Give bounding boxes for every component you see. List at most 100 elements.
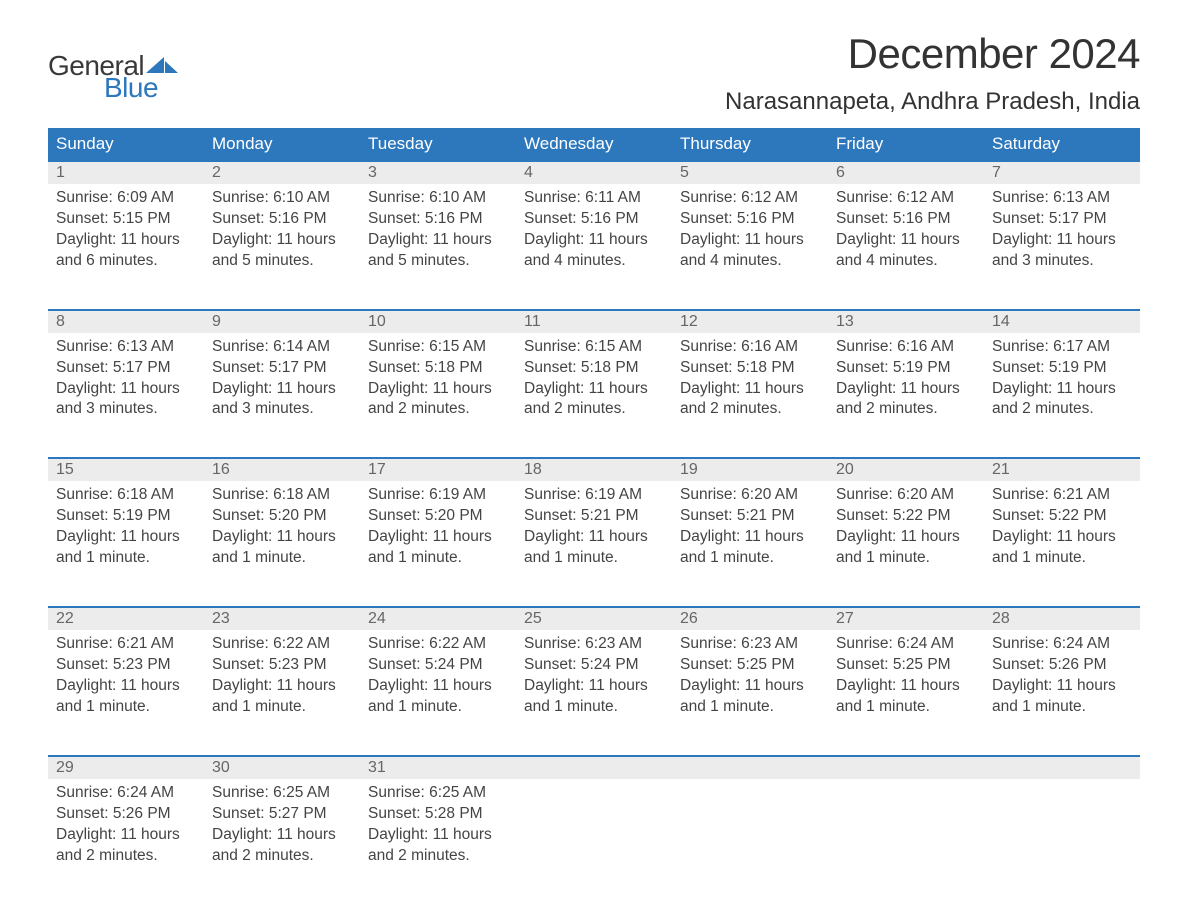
daylight-text: Daylight: 11 hours	[368, 379, 508, 400]
daylight-text2: and 4 minutes.	[680, 251, 820, 272]
col-thursday: Thursday	[672, 128, 828, 161]
day-number: 3	[360, 161, 516, 184]
daylight-text2: and 5 minutes.	[368, 251, 508, 272]
daylight-text2: and 1 minute.	[524, 697, 664, 718]
daylight-text: Daylight: 11 hours	[212, 379, 352, 400]
sunrise-text: Sunrise: 6:11 AM	[524, 188, 664, 209]
day-number: 18	[516, 458, 672, 481]
sunrise-text: Sunrise: 6:22 AM	[212, 634, 352, 655]
day-number-row: 1234567	[48, 161, 1140, 184]
sunset-text: Sunset: 5:23 PM	[212, 655, 352, 676]
daylight-text: Daylight: 11 hours	[524, 676, 664, 697]
day-number-row: 293031	[48, 756, 1140, 779]
sunrise-text: Sunrise: 6:10 AM	[212, 188, 352, 209]
day-number: 24	[360, 607, 516, 630]
day-number: 15	[48, 458, 204, 481]
daylight-text: Daylight: 11 hours	[212, 825, 352, 846]
sunset-text: Sunset: 5:28 PM	[368, 804, 508, 825]
day-number	[984, 756, 1140, 779]
day-cell: Sunrise: 6:15 AMSunset: 5:18 PMDaylight:…	[360, 333, 516, 441]
daylight-text: Daylight: 11 hours	[992, 676, 1132, 697]
daylight-text: Daylight: 11 hours	[992, 379, 1132, 400]
day-number: 10	[360, 310, 516, 333]
page-title: December 2024	[725, 30, 1140, 78]
day-number: 4	[516, 161, 672, 184]
daylight-text: Daylight: 11 hours	[836, 230, 976, 251]
daylight-text: Daylight: 11 hours	[368, 825, 508, 846]
sunrise-text: Sunrise: 6:21 AM	[56, 634, 196, 655]
daylight-text2: and 3 minutes.	[212, 399, 352, 420]
day-cell: Sunrise: 6:24 AMSunset: 5:25 PMDaylight:…	[828, 630, 984, 738]
daylight-text2: and 4 minutes.	[836, 251, 976, 272]
daylight-text: Daylight: 11 hours	[212, 676, 352, 697]
day-cell: Sunrise: 6:09 AMSunset: 5:15 PMDaylight:…	[48, 184, 204, 292]
sunset-text: Sunset: 5:21 PM	[524, 506, 664, 527]
day-cell: Sunrise: 6:23 AMSunset: 5:24 PMDaylight:…	[516, 630, 672, 738]
daylight-text: Daylight: 11 hours	[680, 527, 820, 548]
day-number: 29	[48, 756, 204, 779]
daylight-text: Daylight: 11 hours	[524, 379, 664, 400]
daylight-text: Daylight: 11 hours	[56, 527, 196, 548]
sunset-text: Sunset: 5:26 PM	[56, 804, 196, 825]
day-cell: Sunrise: 6:16 AMSunset: 5:19 PMDaylight:…	[828, 333, 984, 441]
sunrise-text: Sunrise: 6:16 AM	[836, 337, 976, 358]
day-cell	[672, 779, 828, 887]
col-friday: Friday	[828, 128, 984, 161]
day-number: 6	[828, 161, 984, 184]
sunset-text: Sunset: 5:19 PM	[836, 358, 976, 379]
day-number: 5	[672, 161, 828, 184]
daylight-text2: and 1 minute.	[680, 548, 820, 569]
sunrise-text: Sunrise: 6:23 AM	[524, 634, 664, 655]
sunrise-text: Sunrise: 6:19 AM	[524, 485, 664, 506]
sunset-text: Sunset: 5:22 PM	[992, 506, 1132, 527]
daylight-text2: and 2 minutes.	[992, 399, 1132, 420]
sunrise-text: Sunrise: 6:12 AM	[680, 188, 820, 209]
daylight-text2: and 2 minutes.	[680, 399, 820, 420]
day-number: 8	[48, 310, 204, 333]
day-number: 28	[984, 607, 1140, 630]
daylight-text2: and 1 minute.	[680, 697, 820, 718]
daylight-text: Daylight: 11 hours	[56, 676, 196, 697]
day-number: 23	[204, 607, 360, 630]
sunrise-text: Sunrise: 6:20 AM	[680, 485, 820, 506]
sunrise-text: Sunrise: 6:13 AM	[56, 337, 196, 358]
day-cell: Sunrise: 6:22 AMSunset: 5:24 PMDaylight:…	[360, 630, 516, 738]
sunset-text: Sunset: 5:23 PM	[56, 655, 196, 676]
sunrise-text: Sunrise: 6:20 AM	[836, 485, 976, 506]
day-number-row: 15161718192021	[48, 458, 1140, 481]
logo: General Blue	[48, 52, 180, 102]
day-number: 1	[48, 161, 204, 184]
daylight-text2: and 5 minutes.	[212, 251, 352, 272]
sunset-text: Sunset: 5:20 PM	[368, 506, 508, 527]
daylight-text2: and 1 minute.	[524, 548, 664, 569]
day-number	[828, 756, 984, 779]
day-number: 31	[360, 756, 516, 779]
sunrise-text: Sunrise: 6:25 AM	[212, 783, 352, 804]
sunrise-text: Sunrise: 6:14 AM	[212, 337, 352, 358]
calendar-header-row: Sunday Monday Tuesday Wednesday Thursday…	[48, 128, 1140, 161]
sunset-text: Sunset: 5:16 PM	[680, 209, 820, 230]
day-data-row: Sunrise: 6:13 AMSunset: 5:17 PM Daylight:…	[48, 333, 1140, 441]
day-number: 9	[204, 310, 360, 333]
day-cell: Sunrise: 6:13 AMSunset: 5:17 PMDaylight:…	[48, 333, 204, 441]
sunrise-text: Sunrise: 6:15 AM	[524, 337, 664, 358]
day-cell: Sunrise: 6:16 AMSunset: 5:18 PMDaylight:…	[672, 333, 828, 441]
day-cell: Sunrise: 6:12 AMSunset: 5:16 PMDaylight:…	[672, 184, 828, 292]
day-cell: Sunrise: 6:10 AMSunset: 5:16 PMDaylight:…	[360, 184, 516, 292]
col-saturday: Saturday	[984, 128, 1140, 161]
daylight-text2: and 1 minute.	[368, 548, 508, 569]
daylight-text: Daylight: 11 hours	[368, 230, 508, 251]
daylight-text2: and 1 minute.	[992, 548, 1132, 569]
daylight-text: Daylight: 11 hours	[836, 379, 976, 400]
sunset-text: Sunset: 5:17 PM	[56, 358, 196, 379]
daylight-text2: and 2 minutes.	[212, 846, 352, 867]
daylight-text: Daylight: 11 hours	[680, 379, 820, 400]
sunrise-text: Sunrise: 6:24 AM	[836, 634, 976, 655]
sunset-text: Sunset: 5:20 PM	[212, 506, 352, 527]
day-cell: Sunrise: 6:19 AMSunset: 5:21 PMDaylight:…	[516, 481, 672, 589]
sunset-text: Sunset: 5:22 PM	[836, 506, 976, 527]
day-cell: Sunrise: 6:21 AMSunset: 5:22 PMDaylight:…	[984, 481, 1140, 589]
sunrise-text: Sunrise: 6:24 AM	[56, 783, 196, 804]
calendar-table: Sunday Monday Tuesday Wednesday Thursday…	[48, 128, 1140, 886]
day-data-row: Sunrise: 6:21 AMSunset: 5:23 PMDaylight:…	[48, 630, 1140, 738]
